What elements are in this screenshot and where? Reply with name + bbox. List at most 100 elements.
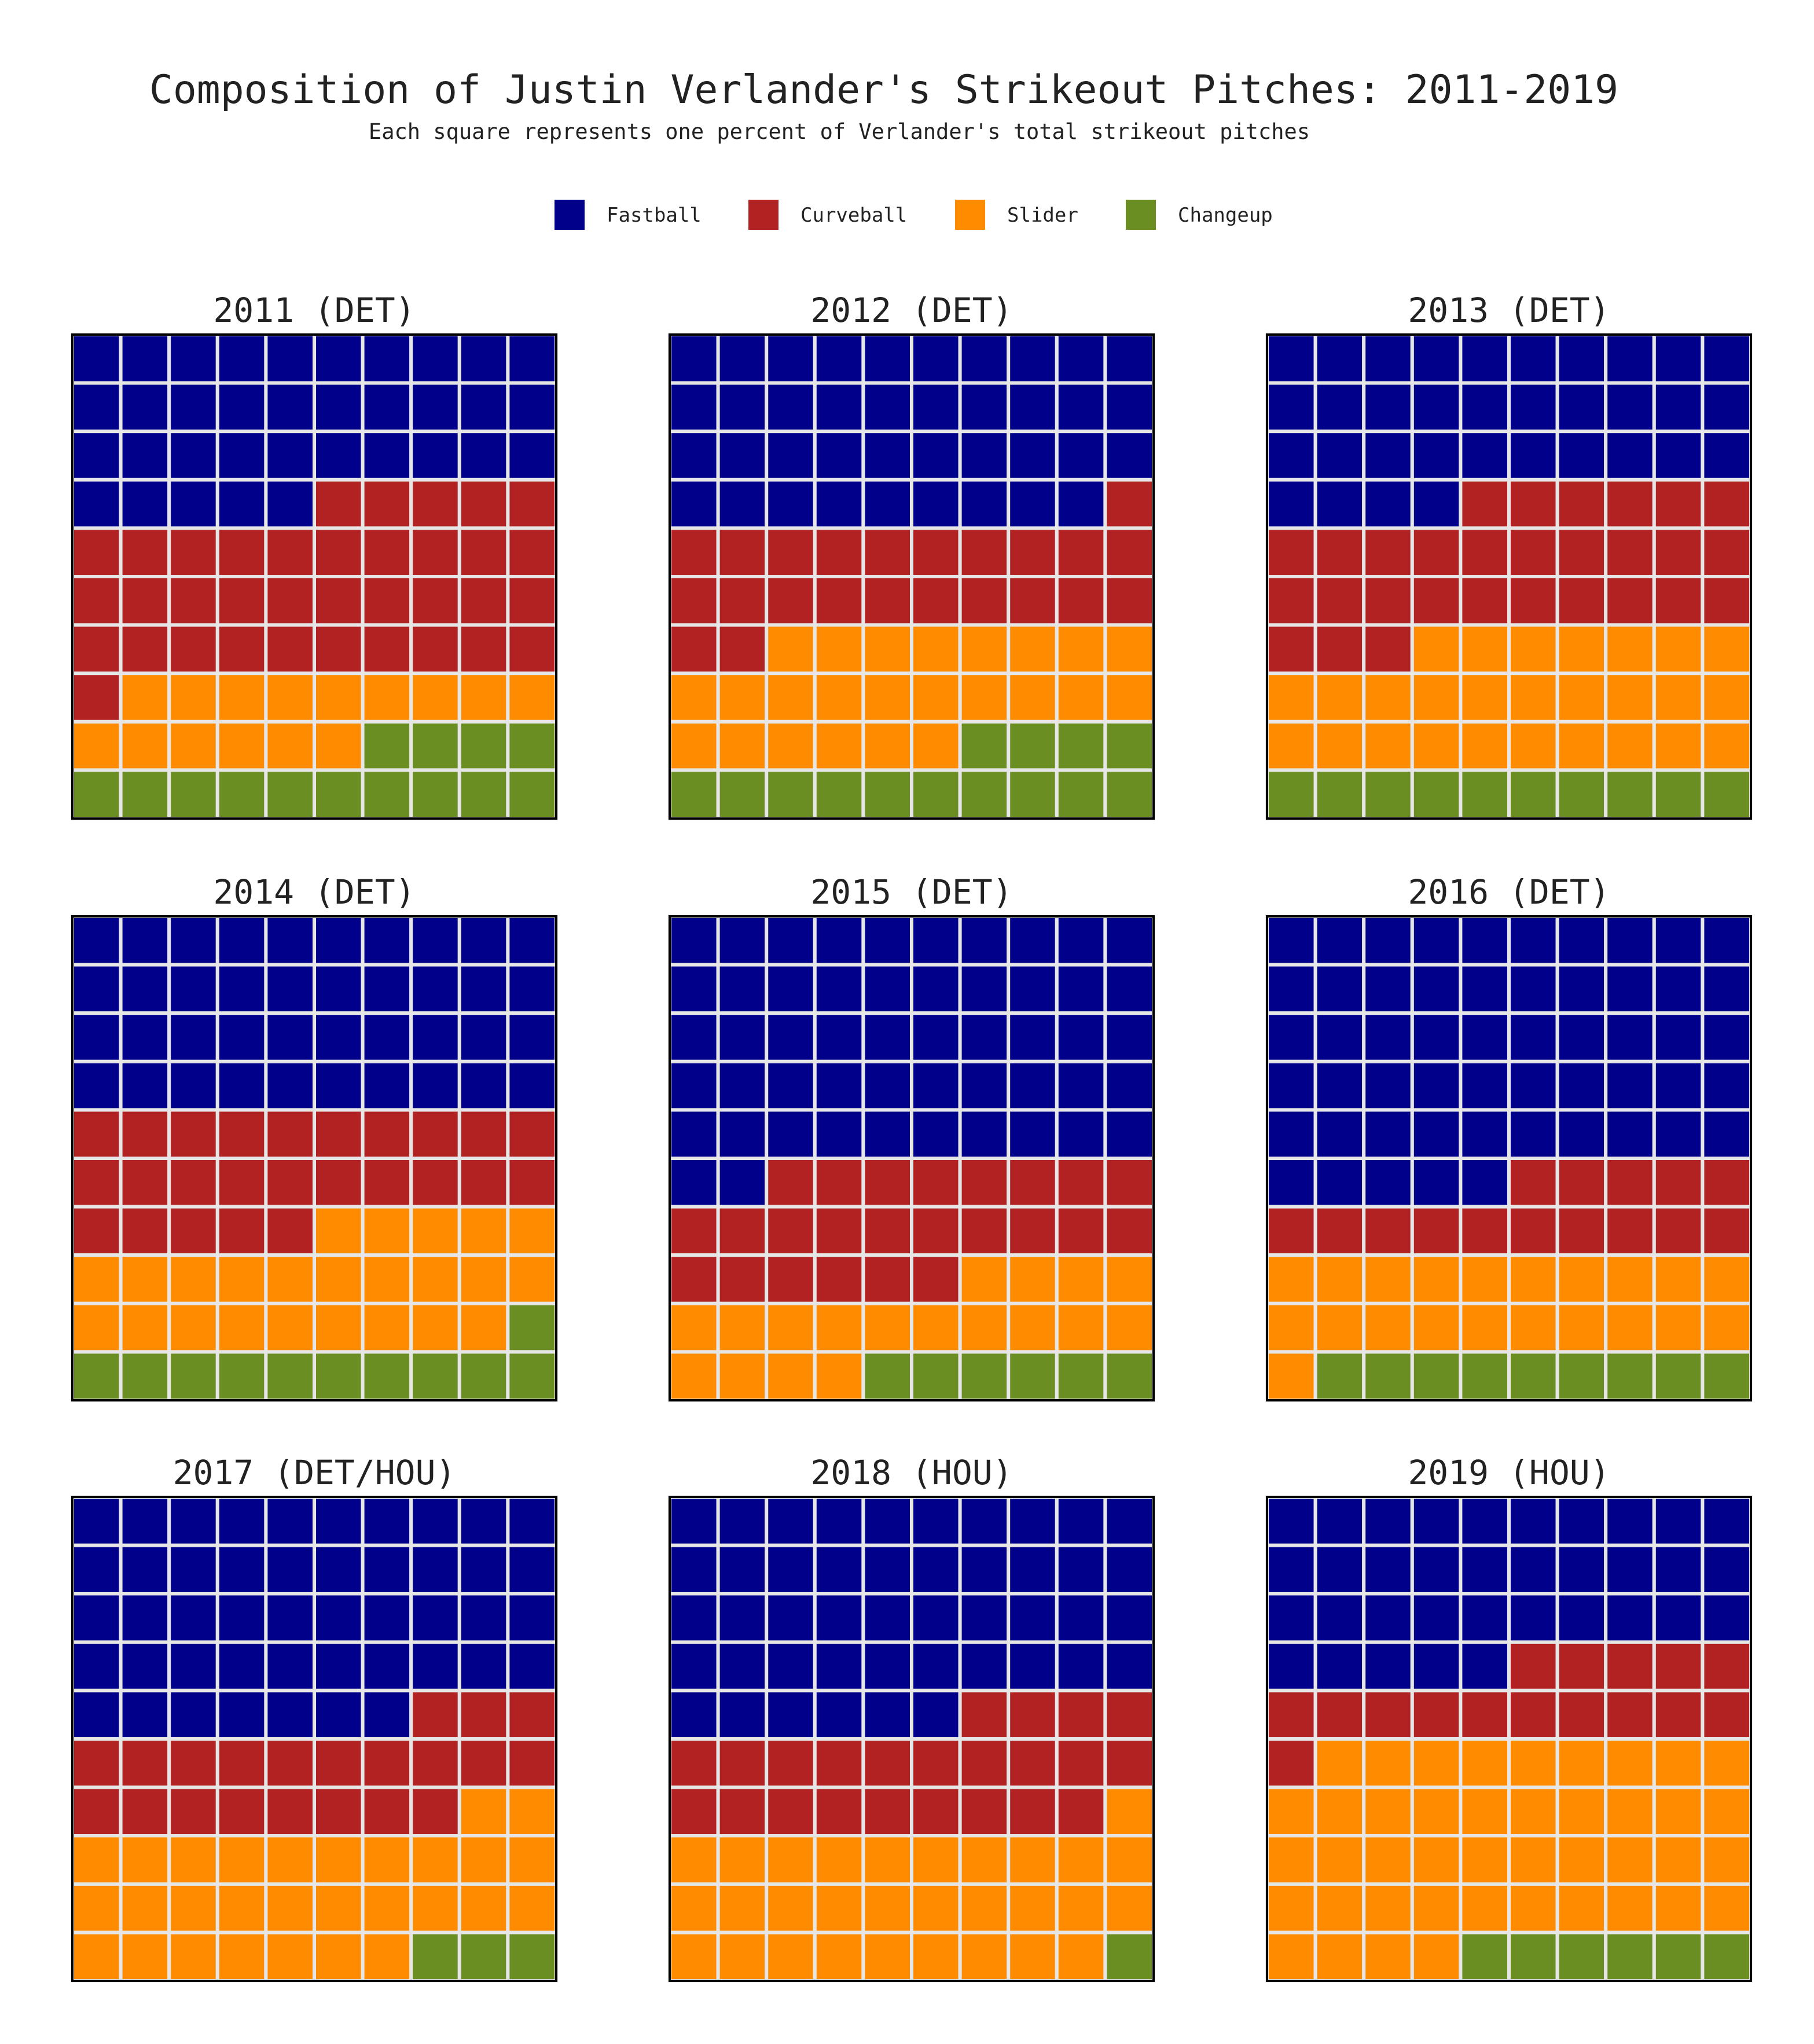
waffle-cell — [1362, 623, 1414, 676]
waffle-cell — [861, 1253, 914, 1305]
waffle-cell — [1313, 1931, 1366, 1983]
panel-border — [669, 915, 1155, 1401]
waffle-cell — [361, 1108, 413, 1161]
waffle-cell — [1410, 671, 1463, 724]
legend-swatch-slider — [955, 200, 985, 230]
waffle-cell — [167, 1737, 219, 1789]
panel-border — [1266, 333, 1752, 820]
waffle-cell — [1507, 1737, 1559, 1789]
waffle-cell — [457, 575, 510, 627]
waffle-cell — [1652, 381, 1705, 434]
waffle-cell — [1507, 720, 1559, 772]
waffle-cell — [264, 478, 316, 530]
waffle-cell — [457, 381, 510, 434]
waffle-cell — [1313, 1592, 1366, 1644]
waffle-cell — [1555, 1350, 1608, 1402]
waffle-cell — [1265, 1253, 1317, 1305]
waffle-cell — [1103, 1495, 1156, 1547]
waffle-cell — [215, 381, 268, 434]
waffle-cell — [506, 1785, 559, 1838]
waffle-cell — [1055, 1011, 1107, 1063]
waffle-cell — [264, 963, 316, 1015]
waffle-cell — [1362, 381, 1414, 434]
waffle-cell — [71, 575, 123, 627]
waffle-cell — [910, 1543, 962, 1596]
waffle-cell — [71, 915, 123, 967]
waffle-cell — [1410, 720, 1463, 772]
waffle-cell — [716, 1108, 769, 1161]
waffle-cell — [813, 671, 865, 724]
waffle-cell — [1103, 1592, 1156, 1644]
waffle-cell — [813, 430, 865, 482]
panel-title: 2017 (DET/HOU) — [173, 1453, 456, 1492]
waffle-cell — [1555, 381, 1608, 434]
waffle-cell — [1313, 1640, 1366, 1693]
waffle-cell — [1652, 1205, 1705, 1257]
waffle-cell — [958, 623, 1011, 676]
waffle-cell — [313, 381, 365, 434]
waffle-cell — [1555, 1737, 1608, 1789]
panel-8: 2019 (HOU) — [1265, 1453, 1753, 1983]
waffle-cell — [1265, 915, 1317, 967]
waffle-cell — [1555, 1834, 1608, 1886]
waffle-cell — [1103, 1834, 1156, 1886]
waffle-cell — [167, 1301, 219, 1354]
panel-title: 2013 (DET) — [1408, 291, 1610, 330]
waffle-cell — [1313, 381, 1366, 434]
waffle-cell — [1604, 1592, 1656, 1644]
waffle-cell — [1055, 1689, 1107, 1741]
waffle-cell — [264, 915, 316, 967]
waffle-cell — [167, 1350, 219, 1402]
waffle-cell — [313, 478, 365, 530]
waffle-cell — [910, 768, 962, 821]
legend-swatch-curveball — [748, 200, 779, 230]
waffle-cell — [1362, 1834, 1414, 1886]
waffle-cell — [361, 381, 413, 434]
waffle-cell — [1507, 1931, 1559, 1983]
waffle-cell — [167, 1253, 219, 1305]
waffle-cell — [506, 623, 559, 676]
waffle-cell — [1652, 915, 1705, 967]
waffle-cell — [910, 1785, 962, 1838]
waffle-cell — [1459, 333, 1511, 385]
waffle-cell — [71, 1640, 123, 1693]
waffle-cell — [1459, 1689, 1511, 1741]
waffle-cell — [1507, 1785, 1559, 1838]
waffle-cell — [668, 1350, 720, 1402]
waffle-cell — [71, 1931, 123, 1983]
waffle-cell — [1265, 526, 1317, 579]
waffle-cell — [1459, 575, 1511, 627]
waffle-cell — [1410, 1785, 1463, 1838]
waffle-cell — [1362, 1592, 1414, 1644]
waffle-cell — [1507, 1882, 1559, 1935]
waffle-cell — [668, 381, 720, 434]
waffle-cell — [215, 1495, 268, 1547]
waffle-cell — [1362, 963, 1414, 1015]
waffle-cell — [861, 333, 914, 385]
waffle-cell — [1459, 381, 1511, 434]
waffle-cell — [1410, 1011, 1463, 1063]
waffle-cell — [71, 1205, 123, 1257]
waffle-cell — [361, 915, 413, 967]
waffle-cell — [813, 526, 865, 579]
waffle-cell — [1007, 430, 1059, 482]
waffle-cell — [765, 768, 817, 821]
waffle-cell — [668, 478, 720, 530]
legend-label-curveball: Curveball — [800, 204, 907, 227]
waffle-cell — [1507, 1157, 1559, 1209]
waffle-cell — [167, 1543, 219, 1596]
waffle-cell — [457, 623, 510, 676]
waffle-cell — [457, 1834, 510, 1886]
waffle-cell — [409, 1253, 461, 1305]
waffle-cell — [716, 1253, 769, 1305]
waffle-cell — [1055, 963, 1107, 1015]
waffle-cell — [813, 1689, 865, 1741]
waffle-cell — [71, 623, 123, 676]
waffle-cell — [361, 1543, 413, 1596]
waffle-cell — [119, 1253, 171, 1305]
waffle-cell — [167, 575, 219, 627]
waffle-cell — [1055, 1640, 1107, 1693]
waffle-cell — [1701, 1350, 1753, 1402]
waffle-cell — [215, 768, 268, 821]
waffle-cell — [958, 1592, 1011, 1644]
